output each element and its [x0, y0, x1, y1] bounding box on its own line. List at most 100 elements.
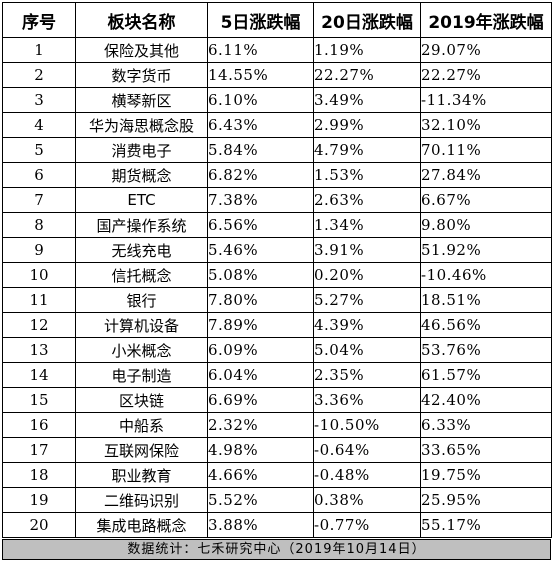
change-2019: 6.33%	[420, 412, 552, 438]
change-20day: -0.77%	[313, 512, 421, 538]
sector-name: 期货概念	[75, 162, 208, 188]
change-2019: 18.51%	[420, 287, 552, 313]
change-5day: 2.32%	[207, 412, 314, 438]
change-5day: 6.09%	[207, 337, 314, 363]
change-2019: 53.76%	[420, 337, 552, 363]
change-5day: 7.38%	[207, 187, 314, 213]
change-20day: 0.20%	[313, 262, 421, 288]
table-row: 16 中船系 2.32% -10.50% 6.33%	[2, 412, 552, 438]
change-20day: 22.27%	[313, 62, 421, 88]
change-2019: 9.80%	[420, 212, 552, 238]
change-2019: 29.07%	[420, 37, 552, 63]
change-2019: 42.40%	[420, 387, 552, 413]
change-5day: 5.84%	[207, 137, 314, 163]
row-index: 6	[2, 162, 76, 188]
table-row: 6 期货概念 6.82% 1.53% 27.84%	[2, 162, 552, 188]
row-index: 13	[2, 337, 76, 363]
change-20day: 1.53%	[313, 162, 421, 188]
change-5day: 14.55%	[207, 62, 314, 88]
sector-name: 消费电子	[75, 137, 208, 163]
change-5day: 5.08%	[207, 262, 314, 288]
row-index: 2	[2, 62, 76, 88]
table-row: 12 计算机设备 7.89% 4.39% 46.56%	[2, 312, 552, 338]
change-2019: 32.10%	[420, 112, 552, 138]
data-source-footer: 数据统计：七禾研究中心（2019年10月14日）	[2, 539, 551, 560]
row-index: 10	[2, 262, 76, 288]
table-row: 13 小米概念 6.09% 5.04% 53.76%	[2, 337, 552, 363]
row-index: 4	[2, 112, 76, 138]
sector-name: 电子制造	[75, 362, 208, 388]
table-row: 15 区块链 6.69% 3.36% 42.40%	[2, 387, 552, 413]
change-2019: 61.57%	[420, 362, 552, 388]
change-5day: 6.82%	[207, 162, 314, 188]
change-20day: 2.99%	[313, 112, 421, 138]
change-20day: 1.19%	[313, 37, 421, 63]
change-20day: 0.38%	[313, 487, 421, 513]
change-5day: 6.11%	[207, 37, 314, 63]
change-2019: 33.65%	[420, 437, 552, 463]
sector-name: 计算机设备	[75, 312, 208, 338]
row-index: 1	[2, 37, 76, 63]
header-2019-change: 2019年涨跌幅	[420, 2, 552, 38]
change-2019: 51.92%	[420, 237, 552, 263]
change-2019: 25.95%	[420, 487, 552, 513]
sector-name: 中船系	[75, 412, 208, 438]
table-row: 1 保险及其他 6.11% 1.19% 29.07%	[2, 37, 552, 63]
table-row: 10 信托概念 5.08% 0.20% -10.46%	[2, 262, 552, 288]
row-index: 5	[2, 137, 76, 163]
sector-name: 小米概念	[75, 337, 208, 363]
change-2019: 6.67%	[420, 187, 552, 213]
change-20day: -0.48%	[313, 462, 421, 488]
sector-name: 国产操作系统	[75, 212, 208, 238]
row-index: 20	[2, 512, 76, 538]
change-20day: -10.50%	[313, 412, 421, 438]
sector-name: 数字货币	[75, 62, 208, 88]
row-index: 15	[2, 387, 76, 413]
row-index: 3	[2, 87, 76, 113]
row-index: 14	[2, 362, 76, 388]
sector-name: 集成电路概念	[75, 512, 208, 538]
row-index: 12	[2, 312, 76, 338]
change-20day: 2.35%	[313, 362, 421, 388]
sector-name: 横琴新区	[75, 87, 208, 113]
change-5day: 5.46%	[207, 237, 314, 263]
change-20day: 3.36%	[313, 387, 421, 413]
change-20day: 5.04%	[313, 337, 421, 363]
change-2019: 55.17%	[420, 512, 552, 538]
header-index: 序号	[2, 2, 76, 38]
sector-name: 保险及其他	[75, 37, 208, 63]
header-sector-name: 板块名称	[75, 2, 208, 38]
change-5day: 6.56%	[207, 212, 314, 238]
row-index: 8	[2, 212, 76, 238]
table-row: 8 国产操作系统 6.56% 1.34% 9.80%	[2, 212, 552, 238]
change-5day: 4.98%	[207, 437, 314, 463]
row-index: 17	[2, 437, 76, 463]
table-row: 18 职业教育 4.66% -0.48% 19.75%	[2, 462, 552, 488]
change-2019: 19.75%	[420, 462, 552, 488]
sector-name: 信托概念	[75, 262, 208, 288]
table-row: 14 电子制造 6.04% 2.35% 61.57%	[2, 362, 552, 388]
change-20day: 3.49%	[313, 87, 421, 113]
change-5day: 4.66%	[207, 462, 314, 488]
change-20day: 4.39%	[313, 312, 421, 338]
sector-name: 银行	[75, 287, 208, 313]
table-row: 3 横琴新区 6.10% 3.49% -11.34%	[2, 87, 552, 113]
table-header-row: 序号 板块名称 5日涨跌幅 20日涨跌幅 2019年涨跌幅	[2, 2, 552, 38]
change-20day: -0.64%	[313, 437, 421, 463]
row-index: 18	[2, 462, 76, 488]
change-2019: -10.46%	[420, 262, 552, 288]
table-row: 17 互联网保险 4.98% -0.64% 33.65%	[2, 437, 552, 463]
change-5day: 7.89%	[207, 312, 314, 338]
table-row: 7 ETC 7.38% 2.63% 6.67%	[2, 187, 552, 213]
table-row: 4 华为海思概念股 6.43% 2.99% 32.10%	[2, 112, 552, 138]
change-20day: 1.34%	[313, 212, 421, 238]
table-row: 11 银行 7.80% 5.27% 18.51%	[2, 287, 552, 313]
change-5day: 7.80%	[207, 287, 314, 313]
sector-name: 华为海思概念股	[75, 112, 208, 138]
header-20day-change: 20日涨跌幅	[313, 2, 421, 38]
table-row: 20 集成电路概念 3.88% -0.77% 55.17%	[2, 512, 552, 538]
change-20day: 3.91%	[313, 237, 421, 263]
change-5day: 6.69%	[207, 387, 314, 413]
change-5day: 6.04%	[207, 362, 314, 388]
table-row: 2 数字货币 14.55% 22.27% 22.27%	[2, 62, 552, 88]
